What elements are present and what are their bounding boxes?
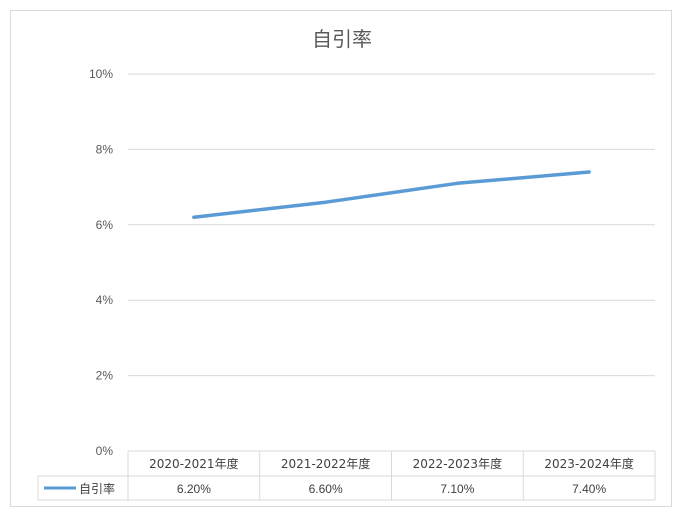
y-axis-ticks: 0% 2% 4% 6% 8% 10% xyxy=(89,67,113,458)
y-tick-label: 10% xyxy=(89,67,113,81)
series-lines xyxy=(192,170,591,220)
series-line xyxy=(192,170,591,220)
chart-frame xyxy=(10,10,672,507)
category-label: 2022-2023年度 xyxy=(413,456,502,471)
y-tick-label: 2% xyxy=(96,369,114,383)
category-label: 2023-2024年度 xyxy=(544,456,633,471)
data-table-value: 7.40% xyxy=(572,482,606,496)
gridlines xyxy=(128,73,655,377)
chart-title: 自引率 xyxy=(312,27,372,51)
data-table-value: 7.10% xyxy=(440,482,474,496)
y-tick-label: 8% xyxy=(96,142,114,156)
data-table-value: 6.60% xyxy=(309,482,343,496)
y-tick-label: 0% xyxy=(96,444,114,458)
data-table: 2020-2021年度 2021-2022年度 2022-2023年度 2023-20… xyxy=(37,450,656,501)
y-tick-label: 6% xyxy=(96,218,114,232)
category-label: 2020-2021年度 xyxy=(149,456,238,471)
data-table-value: 6.20% xyxy=(177,482,211,496)
series-name: 自引率 xyxy=(79,481,115,496)
category-label: 2021-2022年度 xyxy=(281,456,370,471)
y-tick-label: 4% xyxy=(96,293,114,307)
